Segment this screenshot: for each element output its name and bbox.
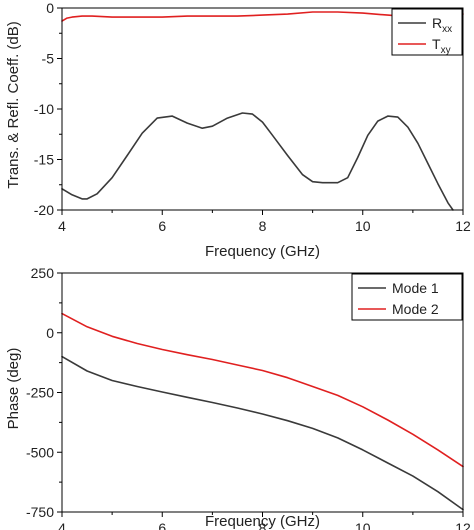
legend-rxx-subscript: xx [442, 24, 452, 35]
top-x-tick-label: 12 [455, 218, 471, 234]
bottom-x-axis-label: Frequency (GHz) [205, 513, 320, 530]
bot-x-tick-label: 10 [355, 520, 371, 530]
legend-txy-main: T [432, 36, 441, 52]
bottom-x-tick-labels: 4 6 8 10 12 [58, 520, 471, 530]
bottom-legend-label-mode-2: Mode 2 [392, 301, 439, 317]
bot-x-tick-label: 8 [259, 520, 267, 530]
bottom-plot-frame [61, 272, 464, 513]
bottom-y-tick-labels: 250 0 -250 -500 -750 [26, 265, 54, 520]
top-chart: 4 6 8 10 12 0 -5 -10 -15 -20 Frequency (GHz) Tra… [5, 0, 471, 260]
bot-x-tick-label: 4 [58, 520, 66, 530]
bottom-legend-box [351, 273, 463, 321]
top-y-tick-label: -15 [34, 152, 54, 168]
bot-y-tick-label: 0 [46, 325, 54, 341]
top-legend-box [391, 8, 463, 56]
top-y-tick-label: 0 [46, 0, 54, 16]
bot-y-tick-label: 250 [31, 265, 55, 281]
bot-y-tick-label: -750 [26, 504, 54, 520]
top-y-axis-label: Trans. & Refl. Coeff. (dB) [5, 21, 22, 189]
top-legend-label-rxx: Rxx [432, 15, 452, 35]
bottom-y-axis-label: Phase (deg) [5, 348, 22, 430]
bottom-series-group [61, 312, 464, 511]
top-series-line-txy [61, 11, 464, 22]
top-legend-label-txy: Txy [432, 36, 451, 56]
bot-x-tick-label: 12 [455, 520, 471, 530]
top-series-line-rxx [61, 112, 454, 211]
legend-txy-subscript: xy [441, 45, 451, 56]
top-y-tick-label: -10 [34, 101, 54, 117]
top-x-tick-label: 4 [58, 218, 66, 234]
top-y-tick-labels: 0 -5 -10 -15 -20 [34, 0, 54, 218]
top-x-tick-label: 8 [259, 218, 267, 234]
bot-series-line-mode-1 [61, 355, 464, 511]
top-x-tick-labels: 4 6 8 10 12 [58, 218, 471, 234]
bot-x-tick-label: 6 [158, 520, 166, 530]
top-y-tick-label: -5 [42, 51, 55, 67]
top-legend: Rxx Txy [391, 8, 463, 56]
bottom-legend: Mode 1 Mode 2 [351, 273, 463, 321]
bot-y-tick-label: -500 [26, 444, 54, 460]
bottom-chart: 4 6 8 10 12 250 0 -250 -500 -750 Frequency (GHz)… [5, 265, 471, 530]
top-plot-frame [61, 7, 464, 211]
bot-series-line-mode-2 [61, 312, 464, 468]
top-series-group [61, 11, 464, 211]
top-y-tick-label: -20 [34, 202, 54, 218]
bot-y-tick-label: -250 [26, 385, 54, 401]
bottom-legend-label-mode-1: Mode 1 [392, 280, 439, 296]
top-x-axis-label: Frequency (GHz) [205, 243, 320, 260]
legend-rxx-main: R [432, 15, 442, 31]
top-x-tick-label: 6 [158, 218, 166, 234]
top-x-tick-label: 10 [355, 218, 371, 234]
